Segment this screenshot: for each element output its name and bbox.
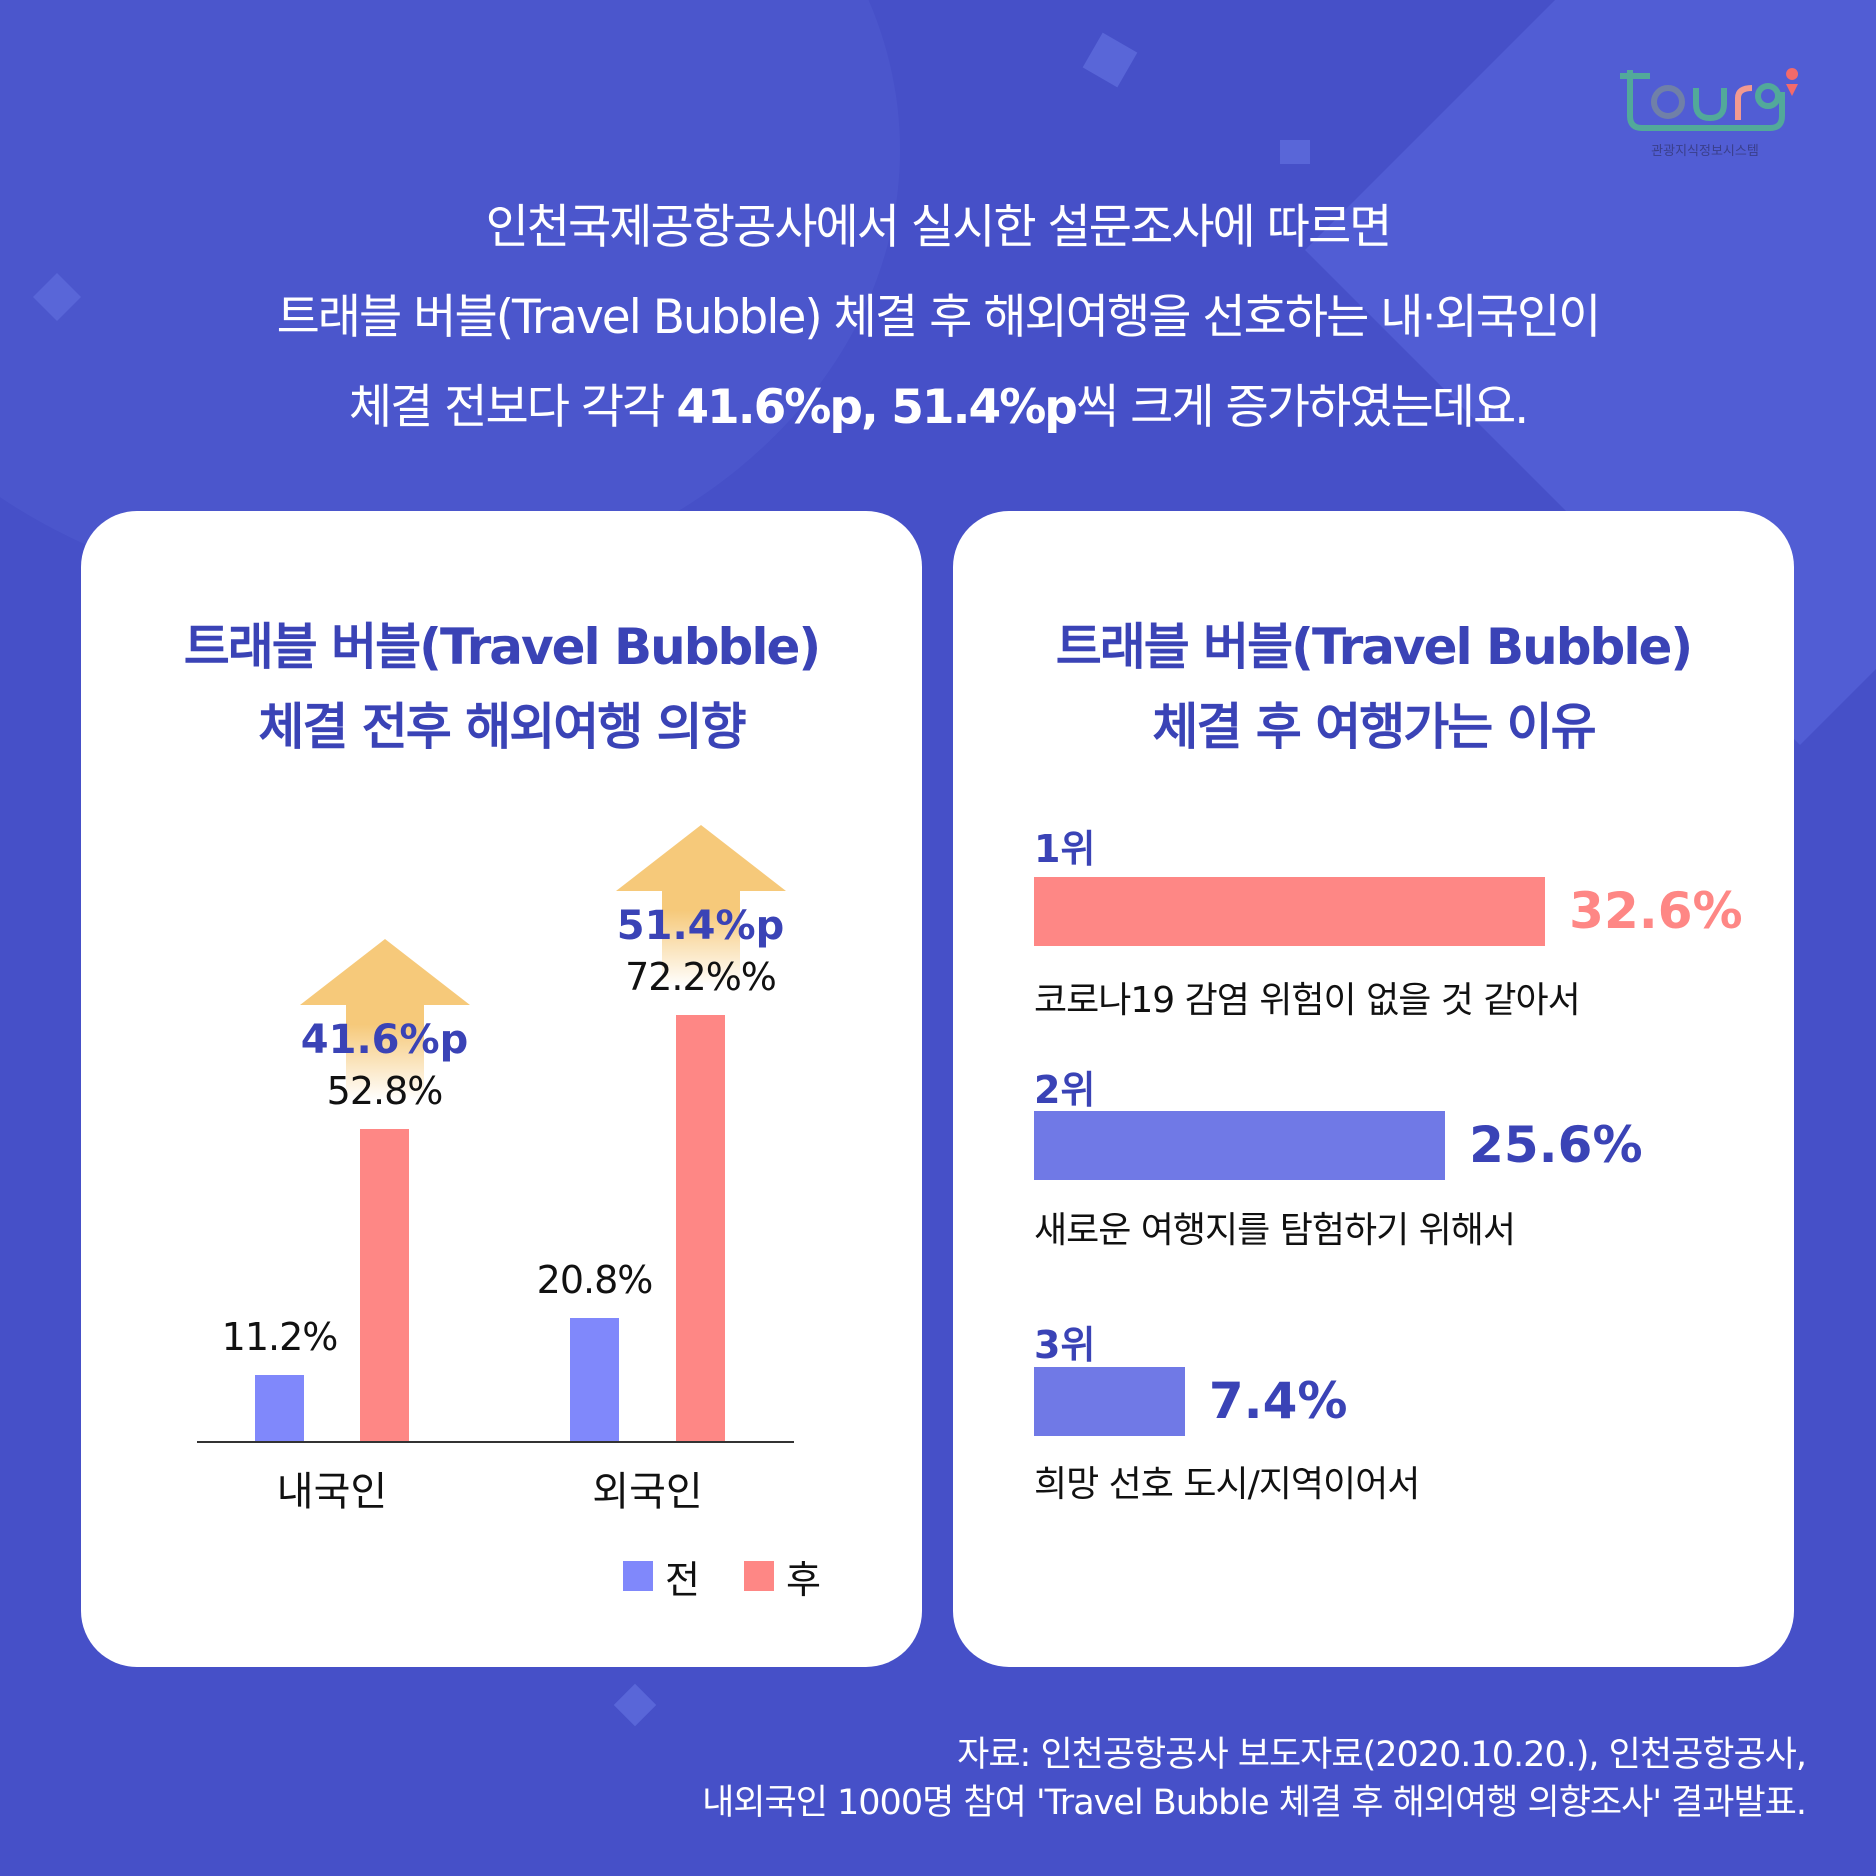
bg-shape	[1280, 140, 1310, 164]
logo-mark	[1620, 68, 1799, 131]
reasons-chart-card: 트래블 버블(Travel Bubble) 체결 후 여행가는 이유 1위 32.…	[953, 511, 1794, 1667]
bar-before	[255, 1374, 304, 1441]
increase-arrow	[615, 825, 786, 1016]
percent-label: 32.6%	[1569, 882, 1743, 940]
value-label: 11.2%	[221, 1314, 339, 1359]
legend-swatch	[623, 1561, 653, 1591]
intent-chart-card: 트래블 버블(Travel Bubble) 체결 전후 해외여행 의향 내국인 4…	[81, 511, 922, 1667]
bg-shape	[613, 1683, 657, 1727]
rank-label: 3위	[1034, 1323, 1096, 1367]
headline-line-1: 인천국제공항공사에서 실시한 설문조사에 따르면	[485, 200, 1393, 255]
rank-label: 2위	[1034, 1068, 1096, 1112]
reason-label: 희망 선호 도시/지역이어서	[1034, 1464, 1420, 1505]
category-label: 외국인	[592, 1469, 703, 1515]
reason-label: 코로나19 감염 위험이 없을 것 같아서	[1034, 980, 1581, 1021]
arrow-up-icon	[299, 939, 470, 1130]
value-label: 52.8%	[326, 1069, 444, 1114]
category-label: 내국인	[276, 1469, 388, 1515]
legend-swatch	[744, 1561, 774, 1591]
headline-line-3: 체결 전보다 각각 41.6%p, 51.4%p씩 크게 증가하였는데요.	[0, 368, 1876, 437]
headline-highlight: 41.6%p, 51.4%p	[676, 380, 1078, 435]
card-title: 트래블 버블(Travel Bubble)	[1055, 618, 1694, 676]
increase-label: 41.6%p	[300, 1017, 469, 1064]
value-label: 20.8%	[536, 1258, 654, 1303]
legend-label: 후	[786, 1558, 821, 1602]
source-line-2: 내외국인 1000명 참여 'Travel Bubble 체결 후 해외여행 의…	[702, 1783, 1807, 1823]
rank-label: 1위	[1034, 827, 1096, 871]
headline-line-2: 트래블 버블(Travel Bubble) 체결 후 해외여행을 선호하는 내·…	[276, 290, 1602, 345]
card-title: 트래블 버블(Travel Bubble)	[183, 618, 822, 676]
bg-shape	[1082, 32, 1138, 88]
baseline	[197, 1441, 794, 1443]
headline-text: 씩 크게 증가하였는데요.	[1075, 380, 1529, 435]
logo-subtitle: 관광지식정보시스템	[1651, 144, 1759, 159]
bar-after	[676, 1015, 725, 1441]
increase-arrow	[299, 939, 470, 1130]
source-line-1: 자료: 인천공항공사 보도자료(2020.10.20.), 인천공항공사,	[957, 1735, 1807, 1775]
bar-before	[570, 1318, 619, 1441]
ranking-bar	[1034, 877, 1546, 946]
logo: 관광지식정보시스템	[1620, 62, 1800, 159]
bar-after	[360, 1129, 409, 1441]
headline-text: 체결 전보다 각각	[348, 380, 677, 435]
legend-label: 전	[665, 1558, 700, 1602]
value-label: 72.2%%	[625, 955, 777, 1000]
card-title: 체결 전후 해외여행 의향	[258, 698, 746, 756]
ranking-bar	[1034, 1367, 1185, 1436]
percent-label: 25.6%	[1469, 1116, 1643, 1174]
ranking-bar	[1034, 1111, 1446, 1180]
increase-label: 51.4%p	[616, 903, 785, 950]
percent-label: 7.4%	[1208, 1372, 1348, 1430]
reason-label: 새로운 여행지를 탐험하기 위해서	[1034, 1210, 1516, 1251]
card-title: 체결 후 여행가는 이유	[1152, 698, 1596, 756]
arrow-up-icon	[615, 825, 786, 1016]
